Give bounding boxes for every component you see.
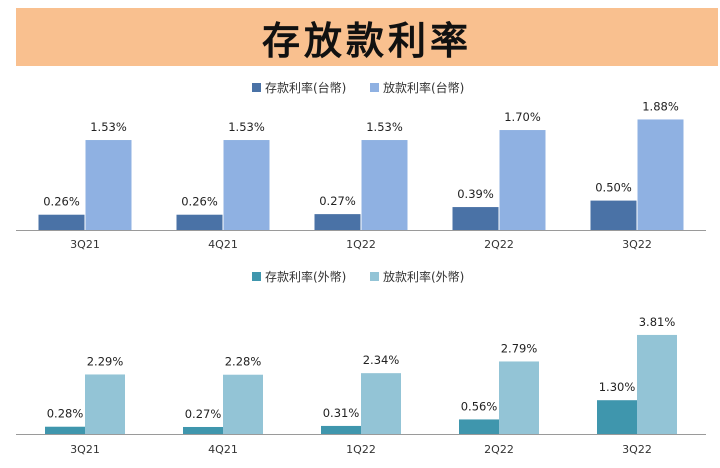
chart2-legend-label-1: 存款利率(外幣) <box>265 269 346 284</box>
chart1-data-label-3Q21-series2: 1.53% <box>90 120 127 134</box>
chart1-data-label-4Q21-series2: 1.53% <box>228 120 265 134</box>
chart2-legend-swatch-2 <box>370 272 379 281</box>
chart1-data-label-2Q22-series2: 1.70% <box>504 110 541 124</box>
chart2-bar-3Q21-series1 <box>45 426 85 434</box>
chart2-category-label-3Q22: 3Q22 <box>622 443 652 456</box>
chart2-data-label-3Q21-series1: 0.28% <box>47 407 84 421</box>
page-title: 存放款利率 <box>261 18 472 63</box>
chart2-data-label-2Q22-series1: 0.56% <box>461 399 498 413</box>
title-banner: 存放款利率 <box>16 8 718 66</box>
chart1-category-label-2Q22: 2Q22 <box>484 238 514 251</box>
chart1-bar-2Q22-series1 <box>452 207 499 230</box>
chart1-bar-3Q21-series1 <box>38 214 85 230</box>
chart2-legend-swatch-1 <box>252 272 261 281</box>
chart1-category-label-3Q21: 3Q21 <box>70 238 100 251</box>
chart2-bar-4Q21-series2 <box>223 374 263 434</box>
chart2-category-label-4Q21: 4Q21 <box>208 443 238 456</box>
chart2-data-label-1Q22-series2: 2.34% <box>363 353 400 367</box>
chart2-bar-4Q21-series1 <box>183 426 223 434</box>
chart1-data-label-1Q22-series1: 0.27% <box>319 194 356 208</box>
chart2-bar-2Q22-series2 <box>499 361 539 434</box>
chart1-legend-label-2: 放款利率(台幣) <box>383 80 464 95</box>
chart2-legend-label-2: 放款利率(外幣) <box>383 269 464 284</box>
chart1-legend-label-1: 存款利率(台幣) <box>265 80 346 95</box>
chart2-bar-3Q22-series1 <box>597 400 637 434</box>
chart1-bar-4Q21-series1 <box>176 214 223 230</box>
chart1-data-label-3Q22-series2: 1.88% <box>642 99 679 113</box>
chart2-category-label-2Q22: 2Q22 <box>484 443 514 456</box>
chart1-bar-3Q22-series1 <box>590 200 637 230</box>
chart1-legend-swatch-1 <box>252 83 261 92</box>
chart2-bar-1Q22-series1 <box>321 425 361 434</box>
chart1-data-label-1Q22-series2: 1.53% <box>366 120 403 134</box>
chart2-category-label-1Q22: 1Q22 <box>346 443 376 456</box>
chart1-data-label-2Q22-series1: 0.39% <box>457 187 494 201</box>
chart2-data-label-3Q22-series1: 1.30% <box>599 380 636 394</box>
chart1-bar-2Q22-series2 <box>499 130 546 230</box>
chart1-bar-3Q22-series2 <box>637 119 684 230</box>
chart1-bar-1Q22-series1 <box>314 214 361 230</box>
chart2-bar-2Q22-series1 <box>459 419 499 434</box>
chart1-data-label-3Q22-series1: 0.50% <box>595 181 632 195</box>
chart1-category-label-4Q21: 4Q21 <box>208 238 238 251</box>
chart2-bar-3Q21-series2 <box>85 374 125 434</box>
chart1-data-label-3Q21-series1: 0.26% <box>43 195 80 209</box>
chart2-category-label-3Q21: 3Q21 <box>70 443 100 456</box>
chart1-category-label-1Q22: 1Q22 <box>346 238 376 251</box>
chart2-data-label-3Q21-series2: 2.29% <box>87 354 124 368</box>
chart2-data-label-4Q21-series2: 2.28% <box>225 355 262 369</box>
chart2-data-label-3Q22-series2: 3.81% <box>639 315 676 329</box>
chart1-legend-swatch-2 <box>370 83 379 92</box>
chart2-data-label-2Q22-series2: 2.79% <box>501 341 538 355</box>
chart1-bar-4Q21-series2 <box>223 140 270 230</box>
chart1-bar-1Q22-series2 <box>361 140 408 230</box>
chart2-bar-3Q22-series2 <box>637 334 677 434</box>
chart1-data-label-4Q21-series1: 0.26% <box>181 195 218 209</box>
chart2-bar-1Q22-series2 <box>361 373 401 434</box>
chart1-category-label-3Q22: 3Q22 <box>622 238 652 251</box>
chart2-data-label-1Q22-series1: 0.31% <box>323 406 360 420</box>
chart1-bar-3Q21-series2 <box>85 140 132 230</box>
chart2-data-label-4Q21-series1: 0.27% <box>185 407 222 421</box>
